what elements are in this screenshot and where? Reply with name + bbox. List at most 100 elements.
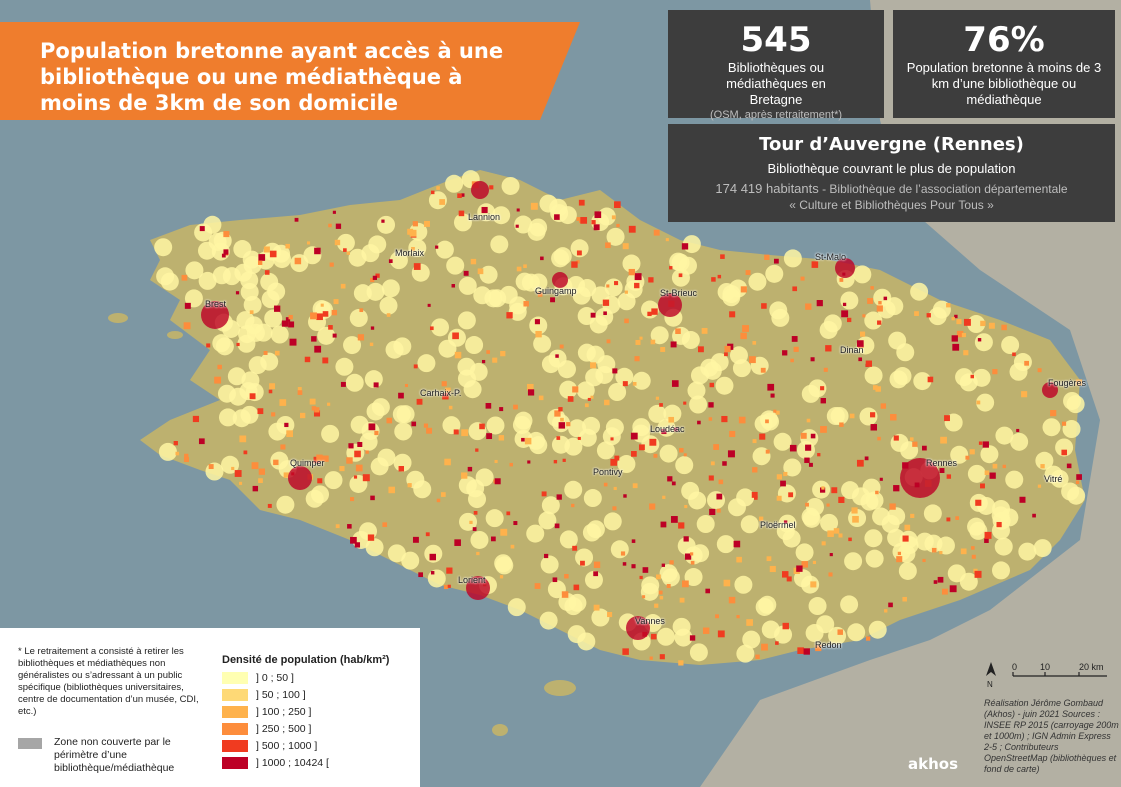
density-cell xyxy=(632,483,638,489)
density-cell xyxy=(745,270,751,276)
density-cell xyxy=(760,367,766,373)
density-cell xyxy=(285,317,291,322)
density-cell xyxy=(429,553,436,561)
library-buffer xyxy=(967,517,986,536)
density-cell xyxy=(746,619,753,626)
density-cell xyxy=(463,270,469,276)
library-buffer xyxy=(671,253,690,272)
library-buffer xyxy=(840,291,859,310)
density-cell xyxy=(183,322,191,330)
density-cell xyxy=(970,374,974,379)
density-cell xyxy=(879,477,883,481)
density-cell xyxy=(423,423,429,428)
density-cell xyxy=(892,415,896,419)
density-cell xyxy=(441,381,447,387)
density-cell xyxy=(304,356,311,363)
library-buffer xyxy=(185,261,204,280)
density-cell xyxy=(184,453,189,458)
density-cell xyxy=(566,422,571,427)
library-buffer xyxy=(240,405,259,424)
density-cell xyxy=(683,401,687,405)
density-cell xyxy=(492,357,498,363)
density-cell xyxy=(893,435,899,441)
library-buffer xyxy=(841,481,860,500)
library-buffer xyxy=(541,355,560,374)
density-cell xyxy=(690,560,695,565)
library-buffer xyxy=(529,316,548,335)
density-cell xyxy=(231,466,235,471)
urban-core xyxy=(626,616,650,640)
library-buffer xyxy=(551,249,570,268)
density-cell xyxy=(761,643,768,651)
density-cell xyxy=(386,417,393,424)
density-cell xyxy=(217,364,222,370)
density-cell xyxy=(534,583,541,589)
density-cell xyxy=(314,345,322,353)
density-cell xyxy=(723,579,731,587)
density-cell xyxy=(590,362,597,369)
density-cell xyxy=(896,556,903,563)
akhos-logo: akhos xyxy=(908,755,959,773)
library-buffer xyxy=(844,552,863,571)
density-cell xyxy=(759,433,766,440)
library-buffer xyxy=(1066,395,1085,414)
library-buffer xyxy=(1050,469,1069,488)
density-cell xyxy=(430,190,435,195)
density-cell xyxy=(359,308,364,313)
density-cell xyxy=(476,551,480,556)
library-buffer xyxy=(853,265,872,284)
density-cell xyxy=(946,303,951,308)
density-cell xyxy=(1002,464,1006,469)
density-cell xyxy=(418,572,424,578)
highlight-box: Tour d’Auvergne (Rennes) Bibliothèque co… xyxy=(668,124,1115,222)
density-cell xyxy=(786,576,792,582)
library-buffer xyxy=(773,432,792,451)
density-cell xyxy=(724,345,731,353)
density-cell xyxy=(659,403,663,407)
library-buffer xyxy=(413,480,432,499)
density-cell xyxy=(875,490,879,495)
population-density-layer xyxy=(173,181,1083,666)
density-cell xyxy=(280,444,286,450)
density-cell xyxy=(604,399,610,406)
density-cell xyxy=(796,565,803,572)
density-cell xyxy=(711,277,716,282)
density-cell xyxy=(1016,428,1020,432)
density-cell xyxy=(373,382,379,388)
density-cell xyxy=(320,303,324,307)
library-buffer xyxy=(710,353,729,372)
density-cell xyxy=(875,386,881,392)
city-label-pontivy: Pontivy xyxy=(593,467,623,477)
library-buffer xyxy=(805,624,824,643)
density-cell xyxy=(797,647,804,654)
density-cell xyxy=(398,466,405,472)
library-buffer xyxy=(479,265,498,284)
density-cell xyxy=(386,313,391,317)
density-cell xyxy=(578,199,585,206)
island xyxy=(108,313,128,323)
density-cell xyxy=(443,584,449,590)
density-cell xyxy=(872,385,878,390)
density-cell xyxy=(803,648,810,655)
library-buffer xyxy=(387,544,406,563)
city-label-brest: Brest xyxy=(205,299,227,309)
library-buffer xyxy=(887,528,906,547)
density-cell xyxy=(910,513,915,518)
density-cell xyxy=(249,393,256,400)
legend-swatch xyxy=(222,723,248,735)
density-cell xyxy=(761,303,767,309)
density-cell xyxy=(671,380,679,387)
density-cell xyxy=(1024,360,1030,366)
density-cell xyxy=(367,534,375,541)
density-cell xyxy=(436,186,440,190)
library-buffer xyxy=(689,643,708,662)
library-buffer xyxy=(393,337,412,356)
density-cell xyxy=(257,408,264,415)
density-cell xyxy=(662,495,666,499)
density-cell xyxy=(283,472,289,478)
density-cell xyxy=(689,635,696,641)
density-cell xyxy=(540,256,544,261)
density-cell xyxy=(931,547,937,553)
density-cell xyxy=(639,336,643,340)
library-buffer xyxy=(459,512,478,531)
